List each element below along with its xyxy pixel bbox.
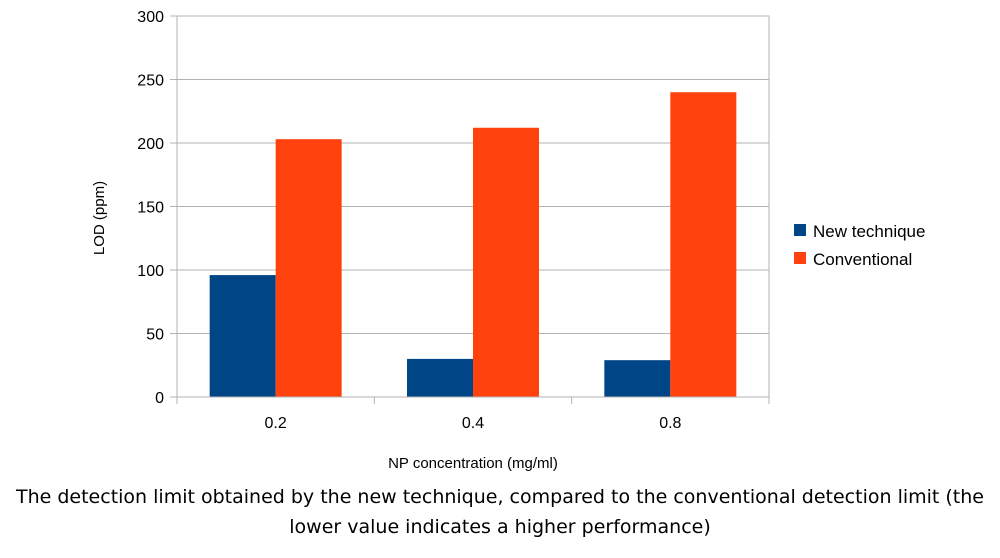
legend-swatch <box>794 224 806 236</box>
x-tick-label: 0.4 <box>462 415 484 432</box>
bar-conventional-0.2 <box>275 139 342 397</box>
x-tick-labels: 0.2 0.4 0.8 <box>265 415 682 432</box>
bar-new-technique-0.4 <box>407 358 473 397</box>
bar-new-technique-0.8 <box>604 360 671 397</box>
y-tick-label: 150 <box>137 200 164 217</box>
legend-label: Conventional <box>813 250 912 269</box>
y-tick-label: 200 <box>137 136 164 153</box>
y-tick-labels: 0 50 100 150 200 250 300 <box>137 9 164 407</box>
axes <box>176 15 770 404</box>
bar-conventional-0.4 <box>473 127 539 397</box>
y-axis-label: LOD (ppm) <box>91 181 108 255</box>
bar-conventional-0.8 <box>670 92 737 397</box>
y-tick-label: 0 <box>155 390 164 407</box>
y-tick-label: 50 <box>146 327 164 344</box>
legend-swatch <box>794 252 806 264</box>
figure-caption: The detection limit obtained by the new … <box>15 486 984 538</box>
x-axis-label: NP concentration (mg/ml) <box>388 455 558 472</box>
x-tick-label: 0.2 <box>265 415 287 432</box>
bars <box>209 92 737 397</box>
bar-chart: 0 50 100 150 200 250 300 0.2 0.4 0.8 LOD (ppm) N… <box>91 9 925 472</box>
legend: New technique Conventional <box>794 222 925 269</box>
y-tick-label: 100 <box>137 263 164 280</box>
x-tick-label: 0.8 <box>659 415 681 432</box>
plot-area-frame <box>176 15 770 398</box>
bar-new-technique-0.2 <box>209 275 276 397</box>
y-tick-label: 300 <box>137 9 164 26</box>
legend-label: New technique <box>813 222 925 241</box>
y-tick-label: 250 <box>137 73 164 90</box>
